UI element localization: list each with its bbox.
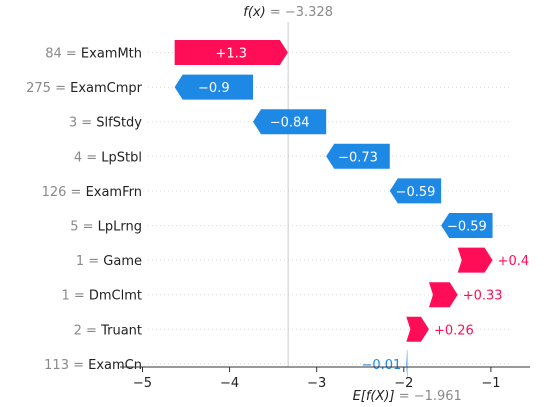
feature-name: LpLrng bbox=[98, 220, 142, 235]
bars: +1.3 −0.9 −0.84 −0.73 −0.59 −0.59 +0.4 +0.33 +0.… bbox=[174, 40, 530, 377]
x-tick-label: −5 bbox=[133, 376, 152, 391]
feature-name: ExamCn bbox=[88, 358, 142, 373]
feature-value: 3 = bbox=[69, 116, 96, 131]
x-tick-label: −1 bbox=[481, 376, 500, 391]
feature-label: 1 = Game bbox=[76, 254, 142, 269]
feature-value: 84 = bbox=[45, 47, 81, 62]
x-axis: −5 −4 −3 −2 −1 bbox=[120, 366, 530, 391]
bar-value-label: +0.33 bbox=[463, 289, 503, 304]
bar-ExamFrn bbox=[389, 178, 442, 204]
output-value-label: f(x) = −3.328 bbox=[243, 5, 333, 20]
bar-DmClmt bbox=[428, 282, 458, 308]
feature-value: 126 = bbox=[42, 185, 86, 200]
bar-SlfStdy bbox=[253, 109, 327, 135]
x-tick-label: −4 bbox=[220, 376, 239, 391]
bar-value-label: −0.73 bbox=[338, 150, 378, 165]
bar-value-label: −0.59 bbox=[396, 185, 436, 200]
bar-value-label: −0.84 bbox=[270, 116, 310, 131]
bar-ExamMth bbox=[174, 40, 288, 65]
base-label: E[f(X)] bbox=[353, 389, 399, 404]
feature-label: 4 = LpStbl bbox=[74, 150, 142, 165]
bar-ExamCmpr bbox=[174, 74, 254, 100]
feature-label: 275 = ExamCmpr bbox=[26, 81, 143, 96]
feature-label: 2 = Truant bbox=[74, 323, 142, 338]
feature-label: 5 = LpLrng bbox=[70, 220, 142, 235]
feature-value: 275 = bbox=[26, 81, 70, 96]
feature-label: 1 = DmClmt bbox=[61, 289, 142, 304]
bar-LpStbl bbox=[326, 143, 390, 169]
feature-name: DmClmt bbox=[89, 289, 142, 304]
feature-labels: 84 = ExamMth 275 = ExamCmpr 3 = SlfStdy 4 =… bbox=[26, 47, 143, 373]
feature-value: 113 = bbox=[44, 358, 88, 373]
feature-name: Game bbox=[103, 254, 142, 269]
feature-value: 1 = bbox=[76, 254, 103, 269]
feature-label: 113 = ExamCn bbox=[44, 358, 142, 373]
base-value-label: E[f(X)] = −1.961 bbox=[353, 389, 462, 404]
bar-value-label: +0.26 bbox=[434, 323, 474, 338]
bar-Game bbox=[457, 247, 493, 273]
bar-value-label: +1.3 bbox=[215, 47, 247, 62]
feature-value: 1 = bbox=[61, 289, 88, 304]
feature-name: SlfStdy bbox=[96, 116, 142, 131]
feature-value: 4 = bbox=[74, 150, 101, 165]
bar-value-label: −0.01 bbox=[361, 358, 401, 373]
x-tick-label: −3 bbox=[307, 376, 326, 391]
feature-label: 3 = SlfStdy bbox=[69, 116, 142, 131]
feature-name: ExamCmpr bbox=[70, 81, 143, 96]
feature-name: ExamFrn bbox=[86, 185, 142, 200]
feature-name: ExamMth bbox=[81, 47, 142, 62]
x-tick-label: −2 bbox=[394, 376, 413, 391]
output-value-text: = −3.328 bbox=[270, 5, 333, 20]
bar-value-label: +0.4 bbox=[498, 254, 530, 269]
feature-value: 2 = bbox=[74, 323, 101, 338]
bar-LpLrng bbox=[441, 213, 493, 238]
feature-name: LpStbl bbox=[101, 150, 142, 165]
bar-Truant bbox=[406, 316, 429, 342]
header: f(x) = −3.328 E[f(X)] = −1.961 bbox=[243, 5, 462, 404]
feature-name: Truant bbox=[100, 323, 142, 338]
bar-ExamCn bbox=[406, 351, 408, 377]
base-value-text: = −1.961 bbox=[399, 389, 462, 404]
bar-value-label: −0.9 bbox=[198, 81, 230, 96]
bar-value-label: −0.59 bbox=[447, 220, 487, 235]
feature-label: 126 = ExamFrn bbox=[42, 185, 142, 200]
feature-label: 84 = ExamMth bbox=[45, 47, 142, 62]
feature-value: 5 = bbox=[70, 220, 97, 235]
output-label: f(x) bbox=[243, 5, 270, 20]
